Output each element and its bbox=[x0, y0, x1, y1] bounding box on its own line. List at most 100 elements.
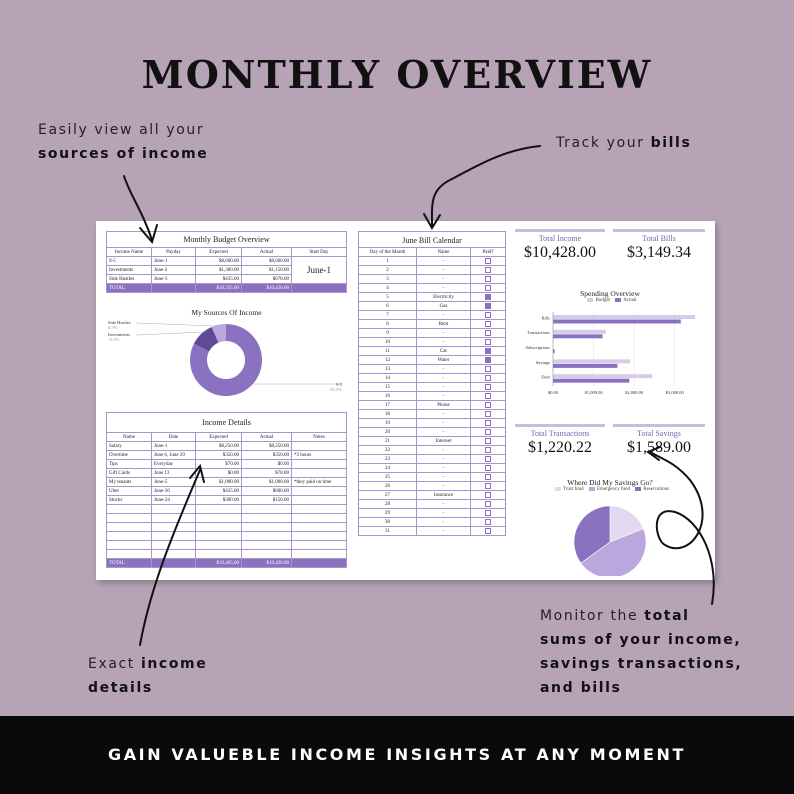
table-cell[interactable] bbox=[291, 522, 347, 532]
paid-checkbox[interactable] bbox=[485, 527, 491, 534]
table-cell[interactable]: *they paid on time bbox=[291, 477, 347, 487]
table-cell[interactable]: Side Hustles bbox=[106, 274, 152, 284]
table-cell[interactable] bbox=[291, 540, 347, 550]
table-cell[interactable] bbox=[151, 513, 196, 523]
table-cell[interactable]: June-24 bbox=[151, 495, 196, 505]
paid-checkbox[interactable] bbox=[485, 374, 491, 381]
table-cell[interactable]: $350.00 bbox=[241, 450, 292, 460]
table-cell[interactable]: $300.00 bbox=[195, 495, 242, 505]
calendar-bill-name-cell[interactable]: Car bbox=[416, 346, 471, 356]
paid-checkbox-checked[interactable] bbox=[485, 347, 491, 354]
table-cell[interactable] bbox=[195, 504, 242, 514]
table-cell[interactable]: Everyday bbox=[151, 459, 196, 469]
calendar-bill-name-cell[interactable]: - bbox=[416, 337, 471, 347]
paid-checkbox[interactable] bbox=[485, 275, 491, 282]
table-cell[interactable]: Investments bbox=[106, 265, 152, 275]
calendar-bill-name-cell[interactable]: - bbox=[416, 382, 471, 392]
calendar-bill-name-cell[interactable]: - bbox=[416, 526, 471, 536]
paid-checkbox[interactable] bbox=[485, 329, 491, 336]
table-cell[interactable]: Tips bbox=[106, 459, 152, 469]
table-cell[interactable]: June-3 bbox=[151, 274, 196, 284]
table-cell[interactable] bbox=[195, 549, 242, 559]
table-cell[interactable] bbox=[106, 540, 152, 550]
paid-checkbox[interactable] bbox=[485, 338, 491, 345]
paid-checkbox[interactable] bbox=[485, 437, 491, 444]
calendar-bill-name-cell[interactable]: - bbox=[416, 265, 471, 275]
table-cell[interactable]: June-1 bbox=[151, 441, 196, 451]
paid-checkbox[interactable] bbox=[485, 365, 491, 372]
table-cell[interactable] bbox=[291, 549, 347, 559]
calendar-bill-name-cell[interactable]: Gas bbox=[416, 301, 471, 311]
calendar-bill-name-cell[interactable]: Phone bbox=[416, 400, 471, 410]
table-cell[interactable] bbox=[151, 531, 196, 541]
table-cell[interactable] bbox=[241, 540, 292, 550]
paid-checkbox[interactable] bbox=[485, 509, 491, 516]
calendar-bill-name-cell[interactable]: Internet bbox=[416, 436, 471, 446]
paid-checkbox[interactable] bbox=[485, 320, 491, 327]
paid-checkbox[interactable] bbox=[485, 464, 491, 471]
table-cell[interactable]: $8,250.00 bbox=[195, 441, 242, 451]
table-cell[interactable]: $8,250.00 bbox=[241, 441, 292, 451]
paid-checkbox[interactable] bbox=[485, 257, 491, 264]
table-cell[interactable] bbox=[106, 522, 152, 532]
paid-checkbox[interactable] bbox=[485, 446, 491, 453]
table-cell[interactable]: $78.00 bbox=[241, 468, 292, 478]
calendar-bill-name-cell[interactable]: - bbox=[416, 391, 471, 401]
calendar-bill-name-cell[interactable]: - bbox=[416, 409, 471, 419]
paid-checkbox-checked[interactable] bbox=[485, 356, 491, 363]
table-cell[interactable] bbox=[106, 504, 152, 514]
calendar-bill-name-cell[interactable]: - bbox=[416, 364, 471, 374]
table-cell[interactable]: June-30 bbox=[151, 486, 196, 496]
table-cell[interactable]: Stocks bbox=[106, 495, 152, 505]
table-cell[interactable] bbox=[151, 540, 196, 550]
table-cell[interactable]: $435.00 bbox=[195, 486, 242, 496]
table-cell[interactable]: $678.00 bbox=[241, 274, 292, 284]
table-cell[interactable]: $1,150.00 bbox=[241, 265, 292, 275]
paid-checkbox[interactable] bbox=[485, 383, 491, 390]
calendar-bill-name-cell[interactable]: - bbox=[416, 517, 471, 527]
table-cell[interactable]: June-2 bbox=[151, 265, 196, 275]
calendar-bill-name-cell[interactable]: Rent bbox=[416, 319, 471, 329]
table-cell[interactable]: $435.00 bbox=[195, 274, 242, 284]
calendar-bill-name-cell[interactable]: - bbox=[416, 427, 471, 437]
calendar-bill-name-cell[interactable]: - bbox=[416, 508, 471, 518]
table-cell[interactable]: Gift Cards bbox=[106, 468, 152, 478]
paid-checkbox[interactable] bbox=[485, 482, 491, 489]
paid-checkbox[interactable] bbox=[485, 455, 491, 462]
calendar-bill-name-cell[interactable]: - bbox=[416, 481, 471, 491]
paid-checkbox[interactable] bbox=[485, 419, 491, 426]
table-cell[interactable] bbox=[151, 522, 196, 532]
calendar-bill-name-cell[interactable]: Insurance bbox=[416, 490, 471, 500]
table-cell[interactable]: June-5 bbox=[151, 477, 196, 487]
table-cell[interactable]: My tenants bbox=[106, 477, 152, 487]
calendar-bill-name-cell[interactable]: - bbox=[416, 499, 471, 509]
table-cell[interactable] bbox=[241, 522, 292, 532]
table-cell[interactable]: Salary bbox=[106, 441, 152, 451]
table-cell[interactable]: June-1 bbox=[151, 256, 196, 266]
table-cell[interactable]: $1,000.00 bbox=[241, 477, 292, 487]
calendar-bill-name-cell[interactable]: - bbox=[416, 373, 471, 383]
table-cell[interactable] bbox=[106, 513, 152, 523]
paid-checkbox[interactable] bbox=[485, 392, 491, 399]
calendar-bill-name-cell[interactable]: Electricity bbox=[416, 292, 471, 302]
table-cell[interactable]: $1,300.00 bbox=[195, 265, 242, 275]
calendar-bill-name-cell[interactable]: - bbox=[416, 445, 471, 455]
table-cell[interactable] bbox=[291, 531, 347, 541]
paid-checkbox[interactable] bbox=[485, 473, 491, 480]
table-cell[interactable]: 9-5 bbox=[106, 256, 152, 266]
table-cell[interactable]: $600.00 bbox=[241, 486, 292, 496]
table-cell[interactable] bbox=[195, 513, 242, 523]
table-cell[interactable]: $70.00 bbox=[195, 459, 242, 469]
paid-checkbox-checked[interactable] bbox=[485, 293, 491, 300]
table-cell[interactable] bbox=[291, 486, 347, 496]
calendar-bill-name-cell[interactable]: - bbox=[416, 454, 471, 464]
paid-checkbox[interactable] bbox=[485, 284, 491, 291]
table-cell[interactable] bbox=[291, 468, 347, 478]
table-cell[interactable]: $8,600.00 bbox=[241, 256, 292, 266]
table-cell[interactable] bbox=[291, 504, 347, 514]
table-cell[interactable] bbox=[195, 522, 242, 532]
table-cell[interactable]: $0.00 bbox=[241, 459, 292, 469]
table-cell[interactable] bbox=[241, 513, 292, 523]
table-cell[interactable]: $8,600.00 bbox=[195, 256, 242, 266]
table-cell[interactable] bbox=[291, 495, 347, 505]
